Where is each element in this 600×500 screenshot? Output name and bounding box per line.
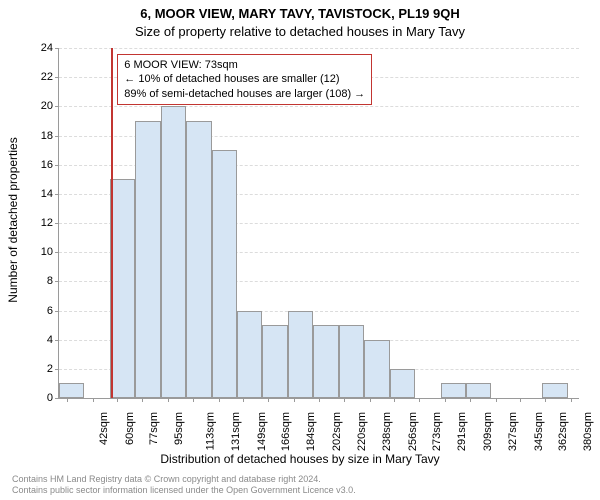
xtick-mark xyxy=(370,398,371,402)
ytick-label: 20 xyxy=(13,100,53,112)
chart-subtitle: Size of property relative to detached ho… xyxy=(0,24,600,39)
annotation-box: 6 MOOR VIEW: 73sqm← 10% of detached hous… xyxy=(117,54,372,105)
xtick-mark xyxy=(319,398,320,402)
histogram-bar xyxy=(542,383,567,398)
xtick-label: 131sqm xyxy=(230,412,242,451)
ytick-mark xyxy=(55,77,59,78)
xtick-mark xyxy=(268,398,269,402)
xtick-mark xyxy=(394,398,395,402)
xtick-label: 291sqm xyxy=(456,412,468,451)
ytick-label: 18 xyxy=(13,130,53,142)
xtick-label: 273sqm xyxy=(431,412,443,451)
ytick-mark xyxy=(55,398,59,399)
histogram-bar xyxy=(339,325,364,398)
ytick-label: 2 xyxy=(13,363,53,375)
xtick-label: 362sqm xyxy=(557,412,569,451)
annotation-line: 89% of semi-detached houses are larger (… xyxy=(124,87,365,101)
xtick-mark xyxy=(193,398,194,402)
xtick-label: 60sqm xyxy=(124,412,136,445)
ytick-label: 24 xyxy=(13,42,53,54)
ytick-mark xyxy=(55,223,59,224)
xtick-mark xyxy=(419,398,420,402)
xtick-label: 113sqm xyxy=(204,412,216,450)
histogram-bar xyxy=(110,179,135,398)
ytick-label: 16 xyxy=(13,159,53,171)
ytick-label: 6 xyxy=(13,305,53,317)
ytick-label: 10 xyxy=(13,246,53,258)
ytick-label: 8 xyxy=(13,275,53,287)
xtick-label: 256sqm xyxy=(407,412,419,451)
histogram-bar xyxy=(212,150,237,398)
histogram-bar xyxy=(441,383,466,398)
xtick-label: 220sqm xyxy=(356,412,368,451)
ytick-mark xyxy=(55,311,59,312)
histogram-bar xyxy=(466,383,491,398)
ytick-label: 0 xyxy=(13,392,53,404)
xtick-label: 95sqm xyxy=(173,412,185,445)
ytick-mark xyxy=(55,369,59,370)
xtick-label: 166sqm xyxy=(280,412,292,451)
xtick-label: 149sqm xyxy=(256,412,268,451)
xtick-mark xyxy=(520,398,521,402)
page-address-title: 6, MOOR VIEW, MARY TAVY, TAVISTOCK, PL19… xyxy=(0,6,600,21)
histogram-bar xyxy=(364,340,389,398)
xtick-label: 327sqm xyxy=(507,412,519,451)
xtick-mark xyxy=(545,398,546,402)
annotation-line: 6 MOOR VIEW: 73sqm xyxy=(124,58,365,72)
xtick-mark xyxy=(117,398,118,402)
xtick-label: 380sqm xyxy=(582,412,594,451)
grid-line xyxy=(59,48,579,49)
chart-plot-area: 02468101214161820222442sqm60sqm77sqm95sq… xyxy=(58,48,579,399)
ytick-label: 22 xyxy=(13,71,53,83)
footer-line-1: Contains HM Land Registry data © Crown c… xyxy=(12,474,356,485)
xtick-mark xyxy=(496,398,497,402)
histogram-bar xyxy=(237,311,262,399)
xtick-mark xyxy=(168,398,169,402)
ytick-mark xyxy=(55,106,59,107)
ytick-mark xyxy=(55,194,59,195)
histogram-bar xyxy=(186,121,211,398)
histogram-bar xyxy=(313,325,338,398)
xtick-mark xyxy=(571,398,572,402)
xtick-mark xyxy=(243,398,244,402)
histogram-bar xyxy=(135,121,160,398)
xtick-label: 42sqm xyxy=(99,412,111,445)
ytick-mark xyxy=(55,340,59,341)
ytick-label: 12 xyxy=(13,217,53,229)
x-axis-label: Distribution of detached houses by size … xyxy=(0,452,600,466)
xtick-label: 238sqm xyxy=(382,412,394,451)
xtick-label: 202sqm xyxy=(331,412,343,451)
ytick-label: 4 xyxy=(13,334,53,346)
xtick-label: 345sqm xyxy=(533,412,545,451)
xtick-label: 184sqm xyxy=(305,412,317,451)
ytick-mark xyxy=(55,252,59,253)
ytick-mark xyxy=(55,281,59,282)
xtick-mark xyxy=(67,398,68,402)
xtick-mark xyxy=(344,398,345,402)
ytick-mark xyxy=(55,48,59,49)
annotation-line: ← 10% of detached houses are smaller (12… xyxy=(124,72,365,86)
ytick-mark xyxy=(55,136,59,137)
ytick-mark xyxy=(55,165,59,166)
footer-attribution: Contains HM Land Registry data © Crown c… xyxy=(12,474,356,497)
xtick-label: 309sqm xyxy=(482,412,494,451)
histogram-bar xyxy=(59,383,84,398)
xtick-mark xyxy=(470,398,471,402)
histogram-bar xyxy=(262,325,287,398)
footer-line-2: Contains public sector information licen… xyxy=(12,485,356,496)
property-marker-line xyxy=(111,48,113,398)
histogram-bar xyxy=(390,369,415,398)
xtick-label: 77sqm xyxy=(148,412,160,445)
ytick-label: 14 xyxy=(13,188,53,200)
xtick-mark xyxy=(142,398,143,402)
xtick-mark xyxy=(219,398,220,402)
grid-line xyxy=(59,106,579,107)
xtick-mark xyxy=(445,398,446,402)
xtick-mark xyxy=(294,398,295,402)
histogram-bar xyxy=(161,106,186,398)
xtick-mark xyxy=(93,398,94,402)
histogram-bar xyxy=(288,311,313,399)
